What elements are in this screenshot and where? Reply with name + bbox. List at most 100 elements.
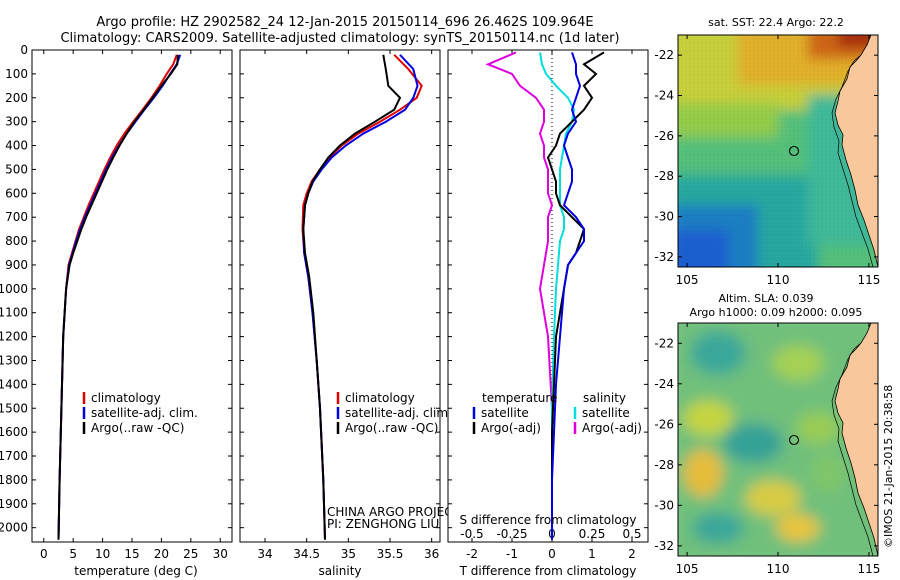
y-tick-label: 300 [5,115,28,129]
credit-line1: CHINA ARGO PROJECT [327,505,461,519]
y-tick-label: 1900 [0,497,28,511]
x-tick-label-S: 0.25 [579,527,606,541]
map-y-tick-label: -28 [654,458,674,472]
x-tick-label-T: 2 [628,547,636,561]
y-tick-label: 200 [5,91,28,105]
legend-title-temperature: temperature [482,391,557,405]
sla-map-field [678,323,878,556]
temperature-legend: climatology satellite-adj. clim. Argo(..… [82,391,198,435]
x-tick-label: 0 [40,547,48,561]
temperature-xlabel: temperature (deg C) [74,564,197,578]
map-x-tick-label: 105 [676,273,699,287]
x-tick-label: 35 [341,547,356,561]
diff-series-line-2 [539,52,576,540]
map-y-tick-label: -30 [654,498,674,512]
diff-series-line-1 [546,51,605,540]
map-x-tick-label: 105 [676,562,699,576]
x-tick-label-S: 0.5 [622,527,641,541]
s-difference-label: S difference from climatology [460,513,637,527]
x-tick-label-T: 1 [588,547,596,561]
temperature-panel: 0 100 200 300 400 500 600 700 800 900 1000 1100 1200… [0,43,233,578]
salinity-legend: climatology satellite-adj. clim. Argo(..… [336,391,452,435]
legend-label-t-argo: Argo(-adj) [481,421,541,435]
y-tick-label: 1700 [0,449,28,463]
t-difference-xlabel: T difference from climatology [459,564,637,578]
y-tick-label: 2000 [0,521,28,535]
y-tick-label: 1100 [0,306,28,320]
x-tick-label: 25 [183,547,198,561]
x-tick-label-S: -0.25 [496,527,527,541]
salinity-axes-frame [239,49,441,543]
y-tick-label: 900 [5,258,28,272]
y-tick-label: 1600 [0,425,28,439]
y-tick-label: 1200 [0,330,28,344]
y-tick-label: 500 [5,162,28,176]
x-tick-label: 20 [154,547,169,561]
series-line-argo-raw-qc- [302,54,402,540]
map-x-tick-label: 115 [857,273,880,287]
map-y-tick-label: -30 [654,210,674,224]
x-tick-label: 34.5 [293,547,320,561]
legend-label-argo: Argo(..raw -QC) [345,421,438,435]
legend-title-salinity: salinity [583,391,626,405]
sst-map-field [678,35,878,267]
x-tick-label: 35.5 [377,547,404,561]
legend-label-argo: Argo(..raw -QC) [91,421,184,435]
legend-label-satellite: satellite-adj. clim. [345,406,452,420]
map-x-tick-label: 115 [857,562,880,576]
diff-series-line-3 [485,51,554,540]
x-tick-label: 36 [424,547,439,561]
legend-label-climatology: climatology [91,391,161,405]
x-tick-label-S: -0.5 [460,527,483,541]
y-tick-label: 600 [5,186,28,200]
legend-label-s-satellite: satellite [582,406,630,420]
x-tick-label: 15 [124,547,139,561]
sla-title-line1: Altim. SLA: 0.039 [718,292,813,305]
y-tick-label: 1300 [0,353,28,367]
series-line-argo-raw-qc- [57,54,179,540]
sst-map-title: sat. SST: 22.4 Argo: 22.2 [708,16,844,29]
legend-label-t-satellite: satellite [481,406,529,420]
legend-label-satellite: satellite-adj. clim. [91,406,198,420]
y-tick-label: 1500 [0,401,28,415]
x-tick-label-T: -1 [506,547,518,561]
map-y-tick-label: -22 [654,336,674,350]
x-tick-label: 10 [95,547,110,561]
map-x-tick-label: 110 [767,273,790,287]
map-y-tick-label: -26 [654,417,674,431]
shelf-contour [831,342,874,556]
y-tick-label: 400 [5,139,28,153]
x-tick-label: 30 [213,547,228,561]
y-tick-label: 1000 [0,282,28,296]
imos-timestamp: ©IMOS 21-Jan-2015 20:38:58 [882,385,895,548]
map-y-tick-label: -32 [654,250,674,264]
diff-series-line-0 [551,52,585,540]
y-tick-label: 100 [5,67,28,81]
y-tick-label: 1800 [0,473,28,487]
map-y-tick-label: -22 [654,48,674,62]
legend-label-s-argo: Argo(-adj) [582,421,642,435]
land-mass [834,35,878,267]
difference-axes-frame [447,49,649,543]
figure-title-line1: Argo profile: HZ 2902582_24 12-Jan-2015 … [96,15,593,30]
y-tick-label: 1400 [0,377,28,391]
y-tick-label: 700 [5,210,28,224]
sla-map-panel: Altim. SLA: 0.039 Argo h1000: 0.09 h2000… [654,292,880,576]
x-tick-label-T: -2 [466,547,478,561]
difference-legend: temperature salinity satellite Argo(-adj… [472,391,642,435]
figure-title-line2: Climatology: CARS2009. Satellite-adjuste… [60,31,619,46]
map-y-tick-label: -24 [654,89,674,103]
credit-line2: PI: ZENGHONG LIU [327,517,439,531]
salinity-panel: 34 34.5 35 35.5 36 salinity climatology sate… [239,49,461,578]
float-position-marker [788,434,800,446]
shelf-contour [831,54,874,267]
y-tick-label: 800 [5,234,28,248]
sst-map-panel: sat. SST: 22.4 Argo: 22.2 [654,16,880,287]
map-y-tick-label: -26 [654,129,674,143]
salinity-xlabel: salinity [318,564,361,578]
map-y-tick-label: -28 [654,169,674,183]
x-tick-label: 5 [69,547,77,561]
legend-label-climatology: climatology [345,391,415,405]
